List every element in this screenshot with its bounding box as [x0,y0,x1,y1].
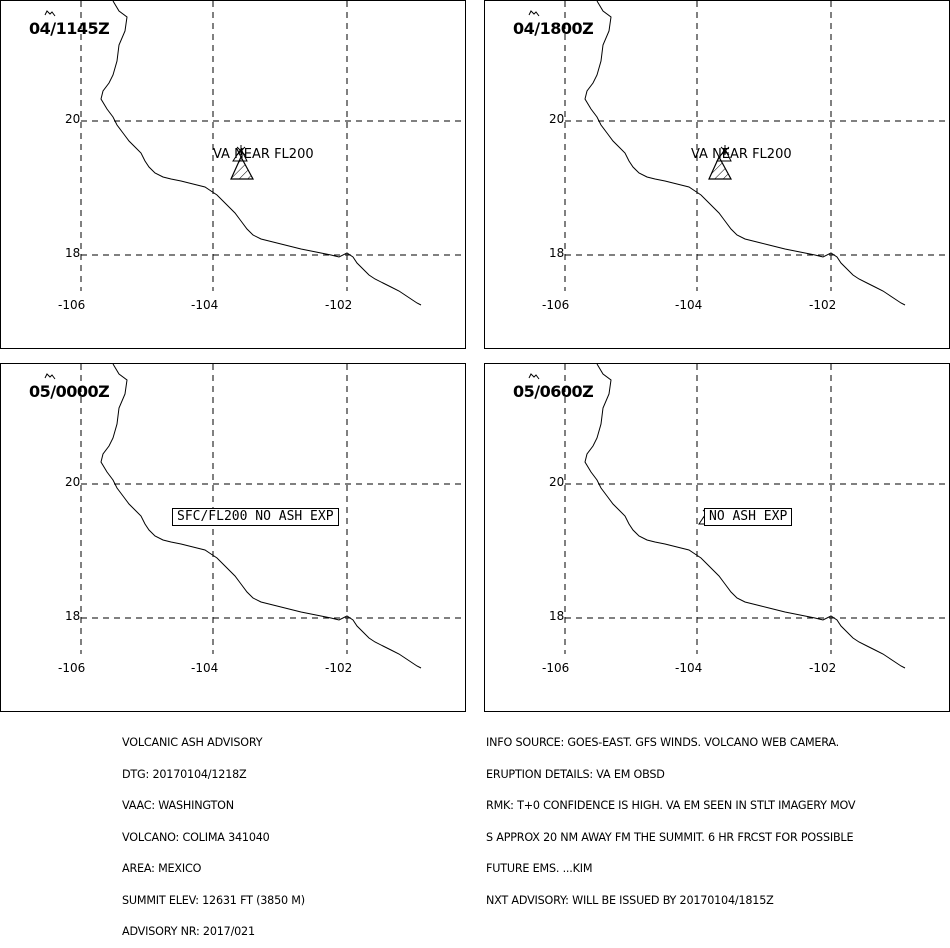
island-mark [44,373,56,380]
lon-label-104: -104 [191,298,219,312]
lat-label-18: 18 [65,609,81,623]
lon-label-106: -106 [58,298,86,312]
ash-annotation: VA NEAR FL200 [691,147,792,162]
map-panel-4: 05/0600Z 20 18 -106 -104 -102 NO ASH EXP [484,363,950,712]
panel-time: 05/0600Z [513,382,594,401]
info-line: S APPROX 20 NM AWAY FM THE SUMMIT. 6 HR … [486,830,854,844]
ash-annotation-box: NO ASH EXP [704,508,793,526]
lat-label-20: 20 [549,112,565,126]
lat-label-18: 18 [549,609,565,623]
coastline [584,364,906,669]
island-mark [44,10,56,17]
map-canvas [528,1,949,306]
lon-label-106: -106 [542,661,570,675]
advisory-line: VOLCANO: COLIMA 341040 [122,830,270,844]
info-line: ERUPTION DETAILS: VA EM OBSD [486,767,665,781]
map-panel-1: 04/1145Z 20 18 -106 -104 -102 VA NEAR FL… [0,0,466,349]
coastline [100,1,422,306]
ash-annotation-box: SFC/FL200 NO ASH EXP [172,508,339,526]
lon-label-104: -104 [191,661,219,675]
advisory-remarks: INFO SOURCE: GOES-EAST. GFS WINDS. VOLCA… [486,717,856,917]
island-mark [528,373,540,380]
advisory-line: AREA: MEXICO [122,862,202,875]
lon-label-102: -102 [809,298,837,312]
info-line: INFO SOURCE: GOES-EAST. GFS WINDS. VOLCA… [486,736,839,749]
lon-label-102: -102 [325,661,353,675]
map-canvas [44,1,465,306]
map-panel-2: 04/1800Z 20 18 -106 -104 -102 VA NEAR FL… [484,0,950,349]
panel-time: 04/1800Z [513,19,594,38]
lon-label-102: -102 [809,661,837,675]
info-line: RMK: T+0 CONFIDENCE IS HIGH. VA EM SEEN … [486,799,856,812]
advisory-line: SUMMIT ELEV: 12631 FT (3850 M) [122,893,305,907]
ash-cloud-polygon [230,155,255,180]
lat-label-20: 20 [549,475,565,489]
advisory-line: VAAC: WASHINGTON [122,799,234,812]
map-panel-3: 05/0000Z 20 18 -106 -104 -102 SFC/FL200 … [0,363,466,712]
lat-label-20: 20 [65,112,81,126]
coastline [100,364,422,669]
info-line: NXT ADVISORY: WILL BE ISSUED BY 20170104… [486,893,774,907]
panel-time: 04/1145Z [29,19,110,38]
advisory-line: DTG: 20170104/1218Z [122,767,247,781]
coastline [584,1,906,306]
info-line: FUTURE EMS. ...KIM [486,862,593,875]
lat-label-18: 18 [549,246,565,260]
advisory-line: ADVISORY NR: 2017/021 [122,925,255,938]
lon-label-104: -104 [675,298,703,312]
island-mark [528,10,540,17]
volcano-icon [716,145,732,162]
panel-time: 05/0000Z [29,382,110,401]
map-canvas [528,364,949,669]
ash-annotation: VA NEAR FL200 [213,147,314,162]
lon-label-104: -104 [675,661,703,675]
advisory-header: VOLCANIC ASH ADVISORY DTG: 20170104/1218… [122,717,305,948]
lon-label-106: -106 [542,298,570,312]
map-canvas [44,364,465,669]
advisory-line: VOLCANIC ASH ADVISORY [122,736,263,749]
lon-label-106: -106 [58,661,86,675]
lat-label-20: 20 [65,475,81,489]
ash-cloud-polygon [708,155,733,180]
lon-label-102: -102 [325,298,353,312]
lat-label-18: 18 [65,246,81,260]
